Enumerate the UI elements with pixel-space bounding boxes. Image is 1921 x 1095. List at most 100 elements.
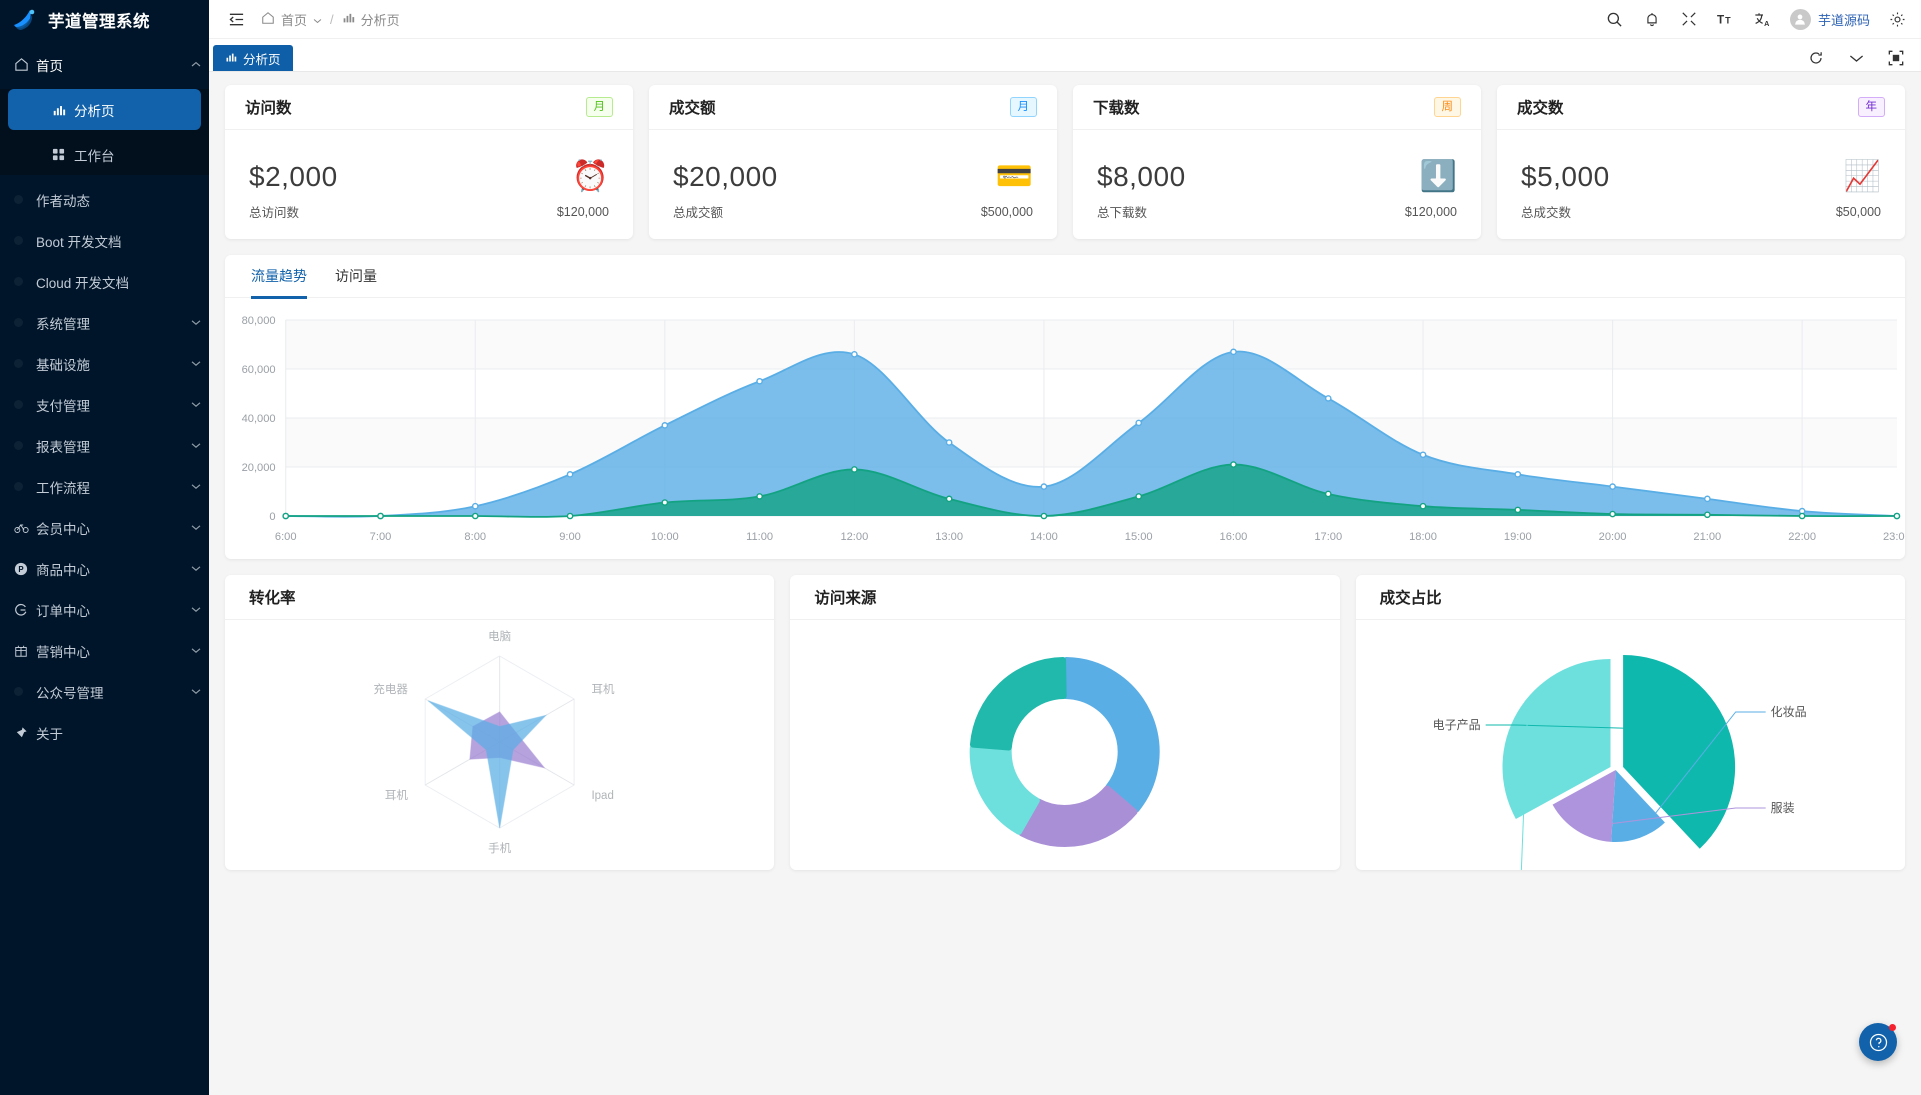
chevron-down-icon: [183, 360, 209, 367]
dot-icon: [14, 482, 36, 491]
svg-text:10:00: 10:00: [651, 531, 679, 543]
sidebar: 芋道管理系统 首页: [0, 0, 209, 1095]
dot-icon: [14, 441, 36, 450]
menu-fold-icon[interactable]: [225, 8, 247, 30]
pie-percent-emoji-icon: 📈: [1843, 160, 1881, 193]
stat-value: $8,000: [1097, 161, 1186, 192]
bicycle-icon: [14, 521, 36, 534]
chart-bar-icon: [225, 51, 237, 66]
sidebar-item-author[interactable]: 作者动态: [0, 179, 209, 220]
status-badge: 月: [1009, 96, 1037, 118]
sidebar-item-system[interactable]: 系统管理: [0, 302, 209, 343]
user-name: 芋道源码: [1817, 12, 1870, 28]
card-title: 成交占比: [1379, 590, 1442, 607]
maximize-icon[interactable]: [1887, 49, 1905, 67]
brand[interactable]: 芋道管理系统: [0, 0, 209, 40]
gift-icon: [14, 644, 36, 658]
breadcrumb-home[interactable]: 首页: [261, 10, 322, 29]
translate-icon[interactable]: A: [1753, 9, 1773, 29]
chevron-down-icon[interactable]: [313, 12, 322, 27]
svg-text:T: T: [1725, 16, 1731, 26]
chevron-down-icon: [183, 647, 209, 654]
svg-text:21:00: 21:00: [1693, 531, 1721, 543]
gear-icon[interactable]: [1887, 9, 1907, 29]
tabbar-actions: [1807, 49, 1921, 67]
sidebar-item-mp[interactable]: 公众号管理: [0, 671, 209, 712]
chevron-down-icon: [183, 319, 209, 326]
tabbar: 分析页: [209, 39, 1921, 72]
stat-foot-label: 总访问数: [249, 206, 300, 220]
svg-text:13:00: 13:00: [935, 531, 963, 543]
status-badge: 月: [585, 96, 613, 118]
visit-source-card: 访问来源: [790, 575, 1340, 870]
tab-traffic-trend[interactable]: 流量趋势: [251, 255, 307, 299]
fullscreen-icon[interactable]: [1679, 9, 1699, 29]
trend-tabs: 流量趋势 访问量: [225, 255, 1905, 299]
tab-analysis[interactable]: 分析页: [213, 45, 293, 71]
svg-text:耳机: 耳机: [591, 682, 614, 696]
svg-text:T: T: [1717, 14, 1725, 27]
area-chart-svg: 0 20,000 40,000 60,000 80,000 6:00 7:00 8:00 9:0…: [242, 315, 1905, 543]
svg-text:23:00: 23:00: [1883, 531, 1905, 543]
main-area: 首页 / 分析页: [209, 0, 1921, 1095]
sidebar-item-product[interactable]: P 商品中心: [0, 548, 209, 589]
card-header: 访问来源: [790, 575, 1340, 620]
stat-card-header: 成交额 月: [649, 85, 1057, 130]
stat-card-visits: 访问数 月 $2,000 ⏰ 总访问数 $120,000: [225, 85, 633, 239]
stat-card-body: $20,000 💳: [649, 130, 1057, 202]
notification-dot: [1889, 1024, 1896, 1031]
chevron-down-icon: [183, 401, 209, 408]
sidebar-item-about[interactable]: 关于: [0, 712, 209, 753]
svg-text:14:00: 14:00: [1030, 531, 1058, 543]
sidebar-item-marketing[interactable]: 营销中心: [0, 630, 209, 671]
donut-chart-svg: [970, 657, 1160, 847]
refresh-icon[interactable]: [1807, 49, 1825, 67]
dot-icon: [14, 318, 36, 327]
sidebar-item-infrastructure[interactable]: 基础设施: [0, 343, 209, 384]
conversion-rate-card: 转化率 电脑 耳机 Ipad 手机 耳机 充电器: [225, 575, 775, 870]
sidebar-item-cloud-docs[interactable]: Cloud 开发文档: [0, 261, 209, 302]
sidebar-menu: 首页 分析页: [0, 40, 209, 753]
chevron-down-icon[interactable]: [1847, 49, 1865, 67]
bell-icon[interactable]: [1642, 9, 1662, 29]
breadcrumb-current: 分析页: [342, 10, 400, 29]
stat-card-footer: 总下载数 $120,000: [1073, 202, 1481, 239]
svg-text:7:00: 7:00: [370, 531, 392, 543]
sidebar-item-analysis[interactable]: 分析页: [8, 89, 201, 130]
dot-icon: [14, 400, 36, 409]
sidebar-item-label: Cloud 开发文档: [36, 275, 130, 291]
sidebar-item-workbench[interactable]: 工作台: [8, 134, 201, 175]
svg-text:6:00: 6:00: [275, 531, 297, 543]
svg-text:16:00: 16:00: [1220, 531, 1248, 543]
dot-icon: [14, 687, 36, 696]
stat-foot-value: $500,000: [980, 204, 1033, 219]
sidebar-item-payment[interactable]: 支付管理: [0, 384, 209, 425]
search-icon[interactable]: [1605, 9, 1625, 29]
sidebar-item-label: Boot 开发文档: [36, 234, 122, 250]
user-menu[interactable]: 芋道源码: [1789, 8, 1870, 30]
logo-icon: [10, 5, 40, 35]
font-size-icon[interactable]: T T: [1716, 9, 1736, 29]
topbar-actions: T T A 芋道源码: [1605, 8, 1907, 30]
stat-card-body: $5,000 📈: [1497, 130, 1905, 202]
help-button[interactable]: [1859, 1023, 1897, 1061]
stat-foot-value: $50,000: [1835, 204, 1881, 219]
sidebar-item-order[interactable]: 订单中心: [0, 589, 209, 630]
breadcrumb: 首页 / 分析页: [261, 10, 400, 29]
sidebar-item-report[interactable]: 报表管理: [0, 425, 209, 466]
tab-visits[interactable]: 访问量: [335, 268, 377, 284]
sidebar-item-member[interactable]: 会员中心: [0, 507, 209, 548]
card-header: 成交占比: [1355, 575, 1905, 620]
sidebar-item-boot-docs[interactable]: Boot 开发文档: [0, 220, 209, 261]
sidebar-submenu-home: 分析页 工作台: [0, 89, 209, 175]
svg-text:15:00: 15:00: [1125, 531, 1153, 543]
stat-card-turnover: 成交额 月 $20,000 💳 总成交额 $500,000: [649, 85, 1057, 239]
stat-card-body: $2,000 ⏰: [225, 130, 633, 202]
sidebar-item-label: 系统管理: [36, 316, 90, 332]
dot-icon: [14, 277, 36, 286]
sidebar-item-home[interactable]: 首页: [0, 44, 209, 85]
deal-share-card: 成交占比 化妆品 服装 电子产品: [1355, 575, 1905, 870]
svg-text:耳机: 耳机: [385, 788, 408, 802]
stat-card-header: 访问数 月: [225, 85, 633, 130]
sidebar-item-workflow[interactable]: 工作流程: [0, 466, 209, 507]
